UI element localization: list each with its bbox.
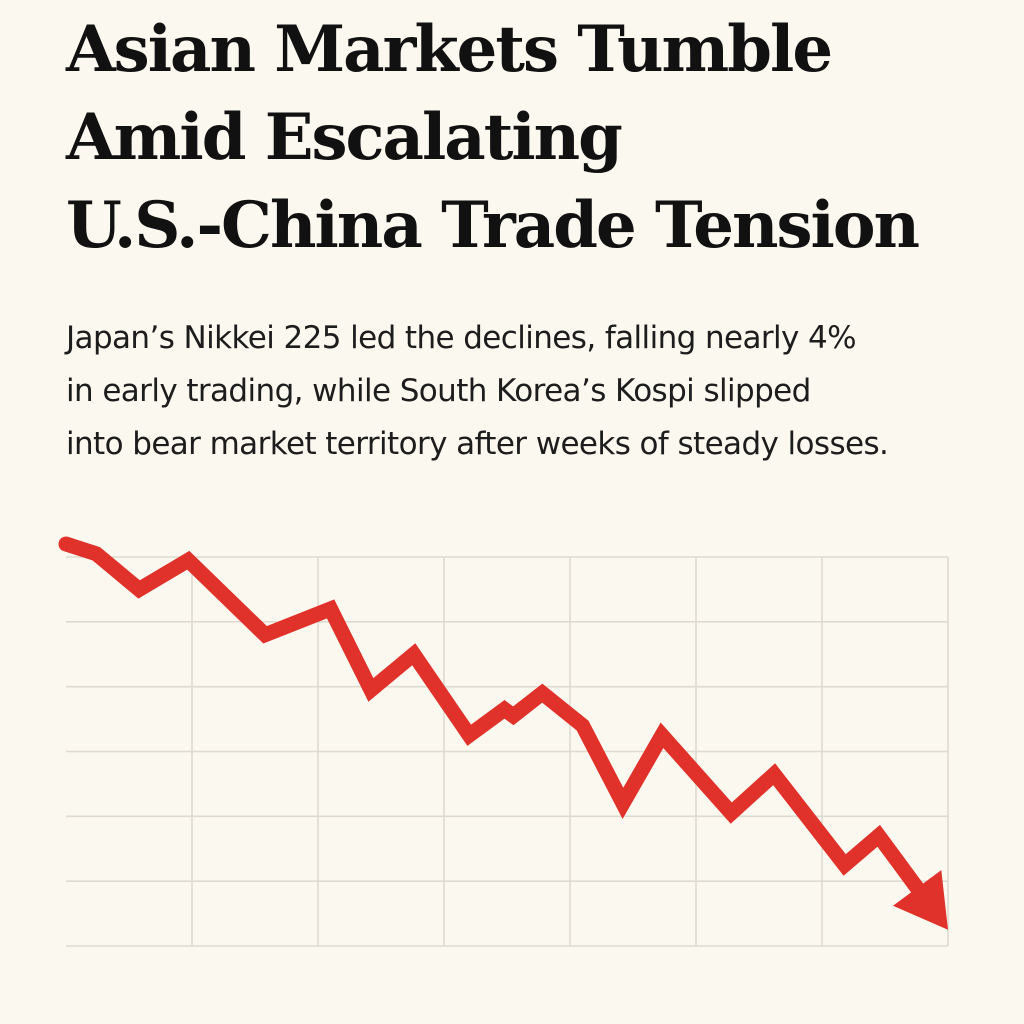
headline-line: Asian Markets Tumble [66,12,833,87]
subheadline-line: Japan’s Nikkei 225 led the declines, fal… [66,320,857,356]
headline-line: U.S.-China Trade Tension [66,188,920,263]
headline: Asian Markets Tumble Amid Escalating U.S… [66,6,1006,270]
subheadline: Japan’s Nikkei 225 led the declines, fal… [66,312,1016,471]
series-line [58,536,929,901]
headline-line: Amid Escalating [66,100,623,175]
subheadline-line: into bear market territory after weeks o… [66,426,889,462]
subheadline-line: in early trading, while South Korea’s Ko… [66,373,811,409]
arrow-head-icon [892,870,948,930]
